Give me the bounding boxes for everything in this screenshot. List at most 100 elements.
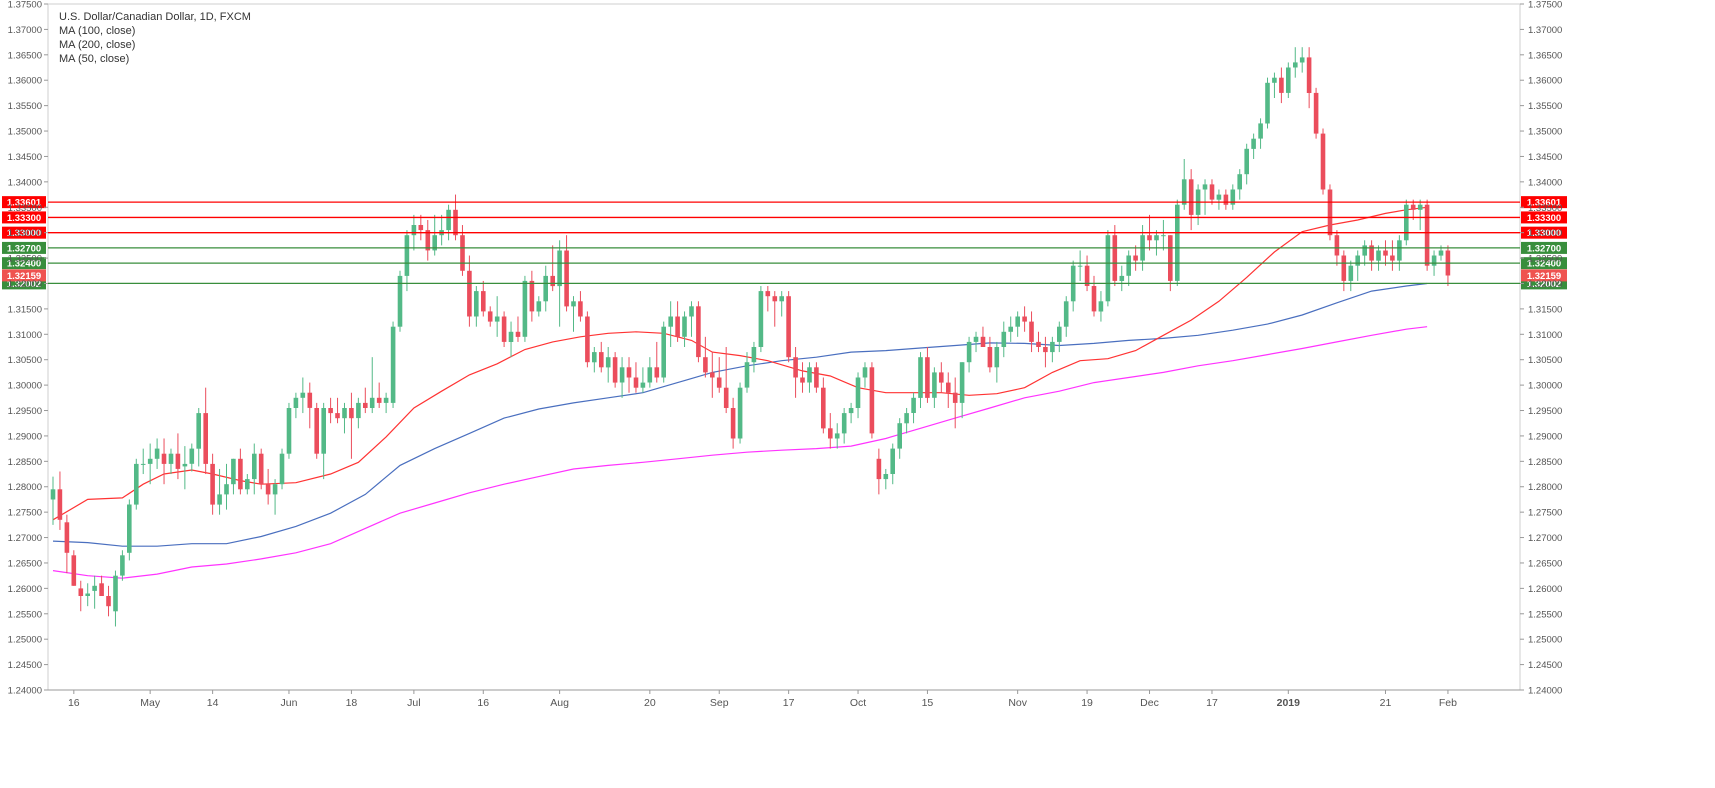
candle-body bbox=[474, 291, 479, 317]
candle-body bbox=[1188, 179, 1194, 215]
candle bbox=[1369, 240, 1374, 271]
candle bbox=[612, 352, 618, 388]
x-tick-label: 14 bbox=[207, 697, 219, 709]
y-tick-label-right: 1.24500 bbox=[1528, 660, 1562, 671]
candle bbox=[1057, 321, 1062, 353]
y-tick-label-right: 1.33000 bbox=[1528, 228, 1562, 239]
candle-body bbox=[432, 235, 437, 251]
candle-body bbox=[50, 489, 56, 500]
candle-body bbox=[716, 377, 722, 388]
x-tick-label: Nov bbox=[1008, 697, 1027, 709]
candle-body bbox=[99, 583, 104, 596]
candle-body bbox=[481, 291, 486, 312]
y-tick-label-left: 1.29500 bbox=[8, 406, 42, 417]
candle bbox=[467, 255, 472, 327]
level-label-bg bbox=[2, 226, 46, 239]
candle-body bbox=[120, 555, 125, 576]
candle-body bbox=[245, 479, 250, 490]
level-label-right: 1.33300 bbox=[1527, 213, 1561, 224]
candle-body bbox=[1341, 255, 1347, 281]
candle bbox=[710, 352, 715, 398]
y-tick-label-right: 1.28000 bbox=[1528, 482, 1562, 493]
candle-body bbox=[210, 463, 215, 505]
candle bbox=[876, 448, 882, 495]
candle-body bbox=[1202, 184, 1208, 190]
candle-body bbox=[300, 392, 306, 398]
candle-body bbox=[1237, 174, 1242, 190]
candle-body bbox=[855, 377, 861, 408]
x-tick-label: 16 bbox=[68, 697, 80, 709]
candle-body bbox=[876, 458, 882, 480]
candle bbox=[439, 214, 444, 246]
candle bbox=[113, 570, 118, 627]
candle bbox=[918, 352, 923, 408]
candle-body bbox=[939, 372, 944, 383]
y-tick-label-left: 1.34000 bbox=[8, 177, 42, 188]
candle-body bbox=[994, 347, 1000, 368]
candle-body bbox=[1008, 326, 1013, 332]
y-tick-label-left: 1.30500 bbox=[8, 355, 42, 366]
candle bbox=[800, 362, 805, 393]
x-tick-label: 19 bbox=[1081, 697, 1093, 709]
level-label-right: 1.32002 bbox=[1527, 279, 1561, 290]
candle bbox=[682, 311, 687, 347]
candle-body bbox=[1126, 255, 1131, 276]
candle bbox=[828, 413, 833, 449]
y-tick-label-left: 1.24000 bbox=[8, 686, 42, 697]
candle-body bbox=[1286, 67, 1291, 93]
x-tick-label: Dec bbox=[1140, 697, 1159, 709]
candle-body bbox=[668, 316, 673, 327]
y-tick-label-right: 1.32500 bbox=[1528, 254, 1562, 265]
candle-body bbox=[536, 301, 542, 312]
candle-body bbox=[307, 392, 313, 408]
candle bbox=[189, 443, 195, 472]
candle-body bbox=[883, 474, 889, 480]
candle bbox=[1404, 199, 1409, 246]
candle bbox=[1216, 189, 1222, 210]
level-label-bg bbox=[1521, 257, 1567, 270]
candle-body bbox=[564, 250, 569, 307]
candle bbox=[1320, 128, 1326, 195]
candle bbox=[661, 321, 666, 383]
candle bbox=[1265, 77, 1270, 129]
candle-body bbox=[1334, 235, 1340, 256]
candle bbox=[571, 296, 576, 332]
y-tick-label-left: 1.26500 bbox=[8, 558, 42, 569]
x-tick-label: 20 bbox=[644, 697, 656, 709]
candle bbox=[939, 362, 944, 393]
candle bbox=[1161, 219, 1166, 251]
candle-body bbox=[189, 448, 195, 464]
candle bbox=[626, 357, 632, 393]
candle-body bbox=[633, 377, 639, 388]
candle-body bbox=[1306, 57, 1312, 93]
candle-body bbox=[897, 423, 902, 449]
y-tick-label-right: 1.36000 bbox=[1528, 76, 1562, 87]
candle-body bbox=[175, 453, 181, 469]
candle bbox=[592, 347, 597, 373]
candle bbox=[855, 372, 861, 419]
candle bbox=[1036, 331, 1041, 353]
candle-body bbox=[1417, 204, 1423, 210]
candle-body bbox=[1036, 341, 1041, 347]
candles-series bbox=[50, 47, 1451, 627]
candle-body bbox=[1063, 301, 1069, 327]
candle-body bbox=[925, 357, 930, 398]
candle-body bbox=[946, 382, 951, 393]
candle bbox=[821, 377, 826, 434]
level-label-left: 1.33000 bbox=[7, 228, 41, 239]
candle-body bbox=[1383, 250, 1388, 256]
candle bbox=[862, 362, 868, 388]
candle bbox=[946, 372, 951, 408]
candle-body bbox=[494, 316, 500, 322]
candle-body bbox=[252, 453, 257, 480]
candle bbox=[1188, 169, 1194, 231]
candle-body bbox=[814, 367, 819, 388]
candle bbox=[640, 367, 646, 393]
x-tick-label: Jul bbox=[407, 697, 420, 709]
candle-body bbox=[390, 326, 396, 403]
candle-body bbox=[1077, 265, 1083, 267]
last-price-bg bbox=[1521, 269, 1567, 282]
candle-body bbox=[1279, 77, 1284, 93]
